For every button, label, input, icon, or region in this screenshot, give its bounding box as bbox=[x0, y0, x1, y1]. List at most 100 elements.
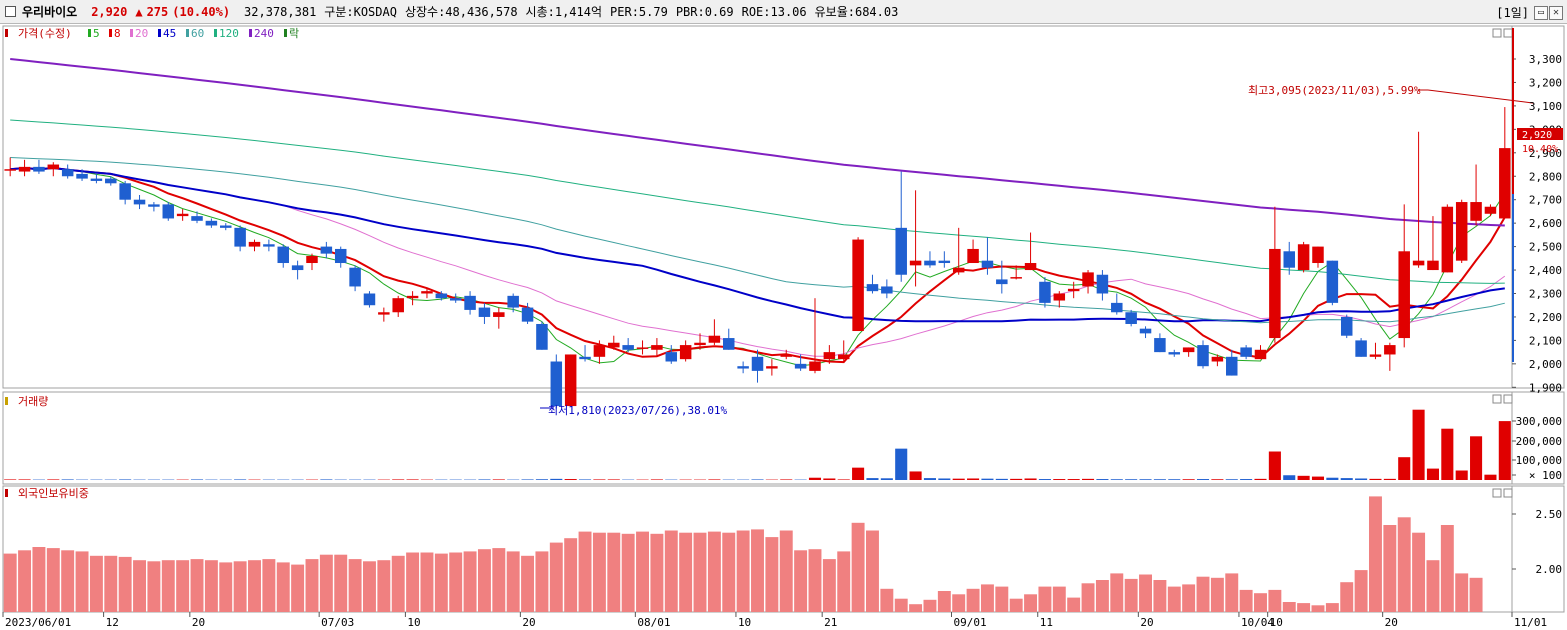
foreign-ratio-bar bbox=[607, 532, 621, 612]
foreign-ratio-bar bbox=[248, 560, 261, 612]
candle-body bbox=[277, 246, 289, 264]
period-selector[interactable]: [1일] bbox=[1496, 6, 1529, 20]
ma-legend-swatch bbox=[88, 29, 91, 37]
candle-body bbox=[723, 338, 735, 350]
candle-body bbox=[1211, 356, 1224, 362]
price-tick-label: 2,400 bbox=[1529, 264, 1562, 277]
ma-60-line bbox=[10, 157, 1505, 324]
candle-body bbox=[996, 279, 1008, 285]
candle-body bbox=[1139, 328, 1152, 334]
stock-chart[interactable]: 3,3003,2003,1003,0002,9002,8002,7002,600… bbox=[0, 24, 1567, 630]
foreign-ratio-bar bbox=[1397, 517, 1411, 612]
market-cap: 시총:1,414억 bbox=[525, 5, 603, 19]
foreign-ratio-bar bbox=[147, 561, 161, 612]
panel-minimize-icon bbox=[1492, 488, 1502, 498]
candle-body bbox=[636, 347, 649, 349]
candle-body bbox=[766, 366, 778, 369]
candle-body bbox=[478, 307, 491, 317]
candle-body bbox=[291, 265, 304, 271]
volume-bar bbox=[923, 478, 936, 480]
foreign-ratio-bar bbox=[233, 561, 247, 612]
candle-body bbox=[521, 307, 534, 322]
candle-body bbox=[493, 312, 505, 317]
candle-body bbox=[191, 216, 203, 221]
current-price-label: 2,920 bbox=[1522, 130, 1552, 141]
volume-bar bbox=[1283, 475, 1296, 480]
volume-bar bbox=[1139, 479, 1152, 480]
volume-bar bbox=[1455, 470, 1468, 480]
volume-bar bbox=[1038, 479, 1051, 480]
x-tick-label: 20 bbox=[522, 616, 535, 629]
high-price-annotation: 최고3,095(2023/11/03),5.99% bbox=[1248, 84, 1421, 97]
volume-bar bbox=[190, 479, 204, 480]
volume-tick-label: 100,000 bbox=[1516, 454, 1562, 467]
price-change: 275 bbox=[146, 4, 169, 19]
volume-panel-title: 거래량 bbox=[18, 395, 48, 408]
candle-body bbox=[1111, 302, 1123, 313]
foreign-ratio-bar bbox=[1354, 570, 1368, 612]
candle-body bbox=[4, 169, 16, 171]
volume-bar bbox=[1110, 479, 1123, 480]
x-tick-label: 10/04 bbox=[1241, 616, 1274, 629]
foreign-ratio-bar bbox=[722, 532, 736, 612]
foreign-ratio-bar bbox=[305, 559, 319, 612]
candle-body bbox=[593, 345, 606, 357]
foreign-ratio-bar bbox=[1225, 573, 1239, 612]
candle-body bbox=[1010, 277, 1022, 279]
candle-body bbox=[205, 220, 218, 226]
candle-body bbox=[1039, 281, 1051, 303]
volume-bar bbox=[823, 478, 836, 480]
volume-bar bbox=[1053, 479, 1066, 480]
ma-45-line bbox=[10, 166, 1505, 323]
volume-bar bbox=[579, 479, 592, 480]
volume-bar bbox=[1225, 479, 1238, 480]
volume-bar bbox=[1297, 475, 1310, 480]
candle-body bbox=[406, 295, 419, 299]
candle-body bbox=[349, 267, 361, 287]
volume-bar bbox=[550, 478, 563, 480]
volume-bar bbox=[320, 479, 333, 480]
foreign-ratio-bar bbox=[46, 548, 60, 612]
x-tick-label: 10 bbox=[407, 616, 420, 629]
candle-body bbox=[334, 248, 347, 264]
candle-body bbox=[564, 354, 577, 407]
candle-body bbox=[938, 260, 951, 264]
foreign-legend-swatch bbox=[5, 489, 8, 497]
foreign-ratio-bar bbox=[880, 588, 894, 612]
window-close-icon[interactable]: ✕ bbox=[1549, 5, 1563, 20]
volume-bar bbox=[1240, 479, 1253, 480]
candle-body bbox=[1355, 340, 1367, 357]
candle-body bbox=[1398, 251, 1410, 339]
foreign-ratio-bar bbox=[535, 551, 549, 612]
window-restore-icon[interactable]: ▭ bbox=[1534, 5, 1548, 20]
foreign-ratio-bar bbox=[363, 561, 376, 612]
candle-body bbox=[694, 342, 706, 346]
foreign-ratio-bar bbox=[420, 552, 434, 612]
foreign-ratio-bar bbox=[104, 555, 118, 612]
select-checkbox[interactable] bbox=[5, 6, 16, 17]
candle-body bbox=[1312, 246, 1324, 264]
ma-legend-label: 락 bbox=[289, 27, 299, 40]
ma-240-line bbox=[10, 58, 1505, 227]
foreign-ratio-bar bbox=[391, 555, 405, 612]
candle-body bbox=[924, 260, 936, 266]
price-change-pct: (10.40%) bbox=[172, 4, 231, 19]
price-tick-label: 2,200 bbox=[1529, 311, 1562, 324]
candle-body bbox=[665, 352, 678, 362]
low-price-annotation: 최저1,810(2023/07/26),38.01% bbox=[548, 404, 728, 417]
volume-bar bbox=[995, 478, 1008, 480]
ma-legend-swatch bbox=[158, 29, 161, 37]
price-tick-label: 2,800 bbox=[1529, 170, 1562, 183]
ma-legend-swatch bbox=[186, 29, 189, 37]
foreign-ratio-bar bbox=[966, 588, 980, 612]
candle-body bbox=[1082, 272, 1094, 287]
foreign-ratio-bar bbox=[1311, 605, 1325, 612]
candle-body bbox=[320, 246, 333, 254]
candle-body bbox=[679, 345, 692, 360]
change-arrow-icon: ▲ bbox=[135, 4, 143, 19]
foreign-tick-label: 2.00 bbox=[1536, 563, 1563, 576]
candle-body bbox=[1053, 293, 1066, 301]
candle-body bbox=[306, 255, 318, 264]
candle-body bbox=[421, 291, 433, 294]
stock-name[interactable]: 우리바이오 bbox=[22, 5, 78, 19]
